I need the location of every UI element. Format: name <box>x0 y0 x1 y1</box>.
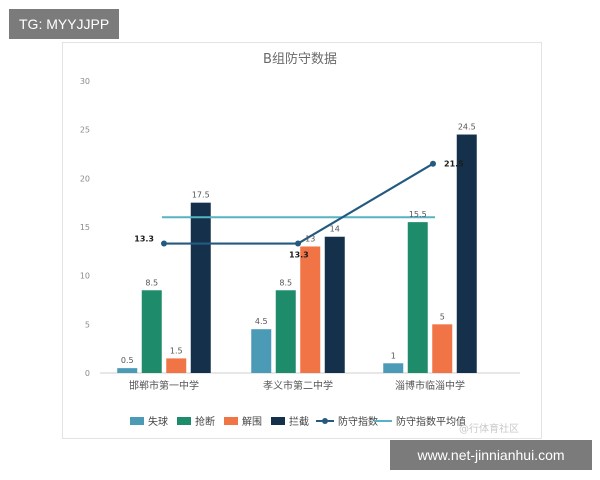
bar <box>383 363 404 373</box>
bar <box>141 290 162 373</box>
index-value-label: 13.3 <box>134 235 154 244</box>
legend-label: 防守指数平均值 <box>396 415 466 428</box>
y-tick-label: 15 <box>80 223 90 232</box>
legend-dot-swatch <box>322 418 328 424</box>
legend-label: 拦截 <box>289 415 309 428</box>
y-tick-label: 30 <box>80 77 90 86</box>
bar-value-label: 24.5 <box>458 123 476 132</box>
bar-value-label: 8.5 <box>279 278 292 287</box>
chart-title: B组防守数据 <box>263 51 337 67</box>
x-category-label: 邯郸市第一中学 <box>129 379 199 392</box>
legend-label: 解围 <box>242 415 262 428</box>
y-tick-label: 5 <box>85 320 90 329</box>
y-tick-label: 10 <box>80 272 90 281</box>
bar <box>300 246 321 373</box>
y-tick-label: 0 <box>85 369 90 378</box>
x-category-label: 孝义市第二中学 <box>263 379 333 392</box>
index-value-label: 21.5 <box>444 160 464 169</box>
bottom-watermark-tag: www.net-jinnianhui.com <box>390 440 592 470</box>
weibo-watermark: @行体育社区 <box>459 422 519 435</box>
bar-value-label: 5 <box>440 312 445 321</box>
legend-label: 防守指数 <box>338 415 378 428</box>
bar <box>432 324 453 373</box>
bar <box>190 202 211 373</box>
legend-label: 失球 <box>148 415 168 428</box>
bar-value-label: 1.5 <box>170 346 183 355</box>
defense-index-point <box>430 160 436 167</box>
y-tick-label: 20 <box>80 174 90 183</box>
bar-value-label: 1 <box>391 351 396 360</box>
legend-swatch <box>130 417 144 425</box>
y-tick-label: 25 <box>80 126 90 135</box>
bar <box>324 236 345 373</box>
top-watermark-tag: TG: MYYJJPP <box>9 9 120 39</box>
bar-value-label: 15.5 <box>409 210 427 219</box>
x-category-label: 淄博市临淄中学 <box>395 379 465 392</box>
bar <box>275 290 296 373</box>
bar-value-label: 8.5 <box>145 278 158 287</box>
bar <box>407 222 428 373</box>
bar <box>456 134 477 373</box>
legend-label: 抢断 <box>195 415 215 428</box>
legend-swatch <box>224 417 238 425</box>
defense-index-point <box>161 240 167 247</box>
bar-value-label: 4.5 <box>255 317 268 326</box>
bar-value-label: 17.5 <box>192 191 210 200</box>
legend-swatch <box>177 417 191 425</box>
bar <box>117 368 138 373</box>
bar-value-label: 13 <box>305 234 315 243</box>
legend-swatch <box>271 417 285 425</box>
bar <box>166 358 187 373</box>
bar <box>251 329 272 373</box>
defense-index-point <box>295 240 301 247</box>
index-value-label: 13.3 <box>289 251 309 260</box>
bar-value-label: 0.5 <box>121 356 134 365</box>
bar-value-label: 14 <box>330 225 340 234</box>
